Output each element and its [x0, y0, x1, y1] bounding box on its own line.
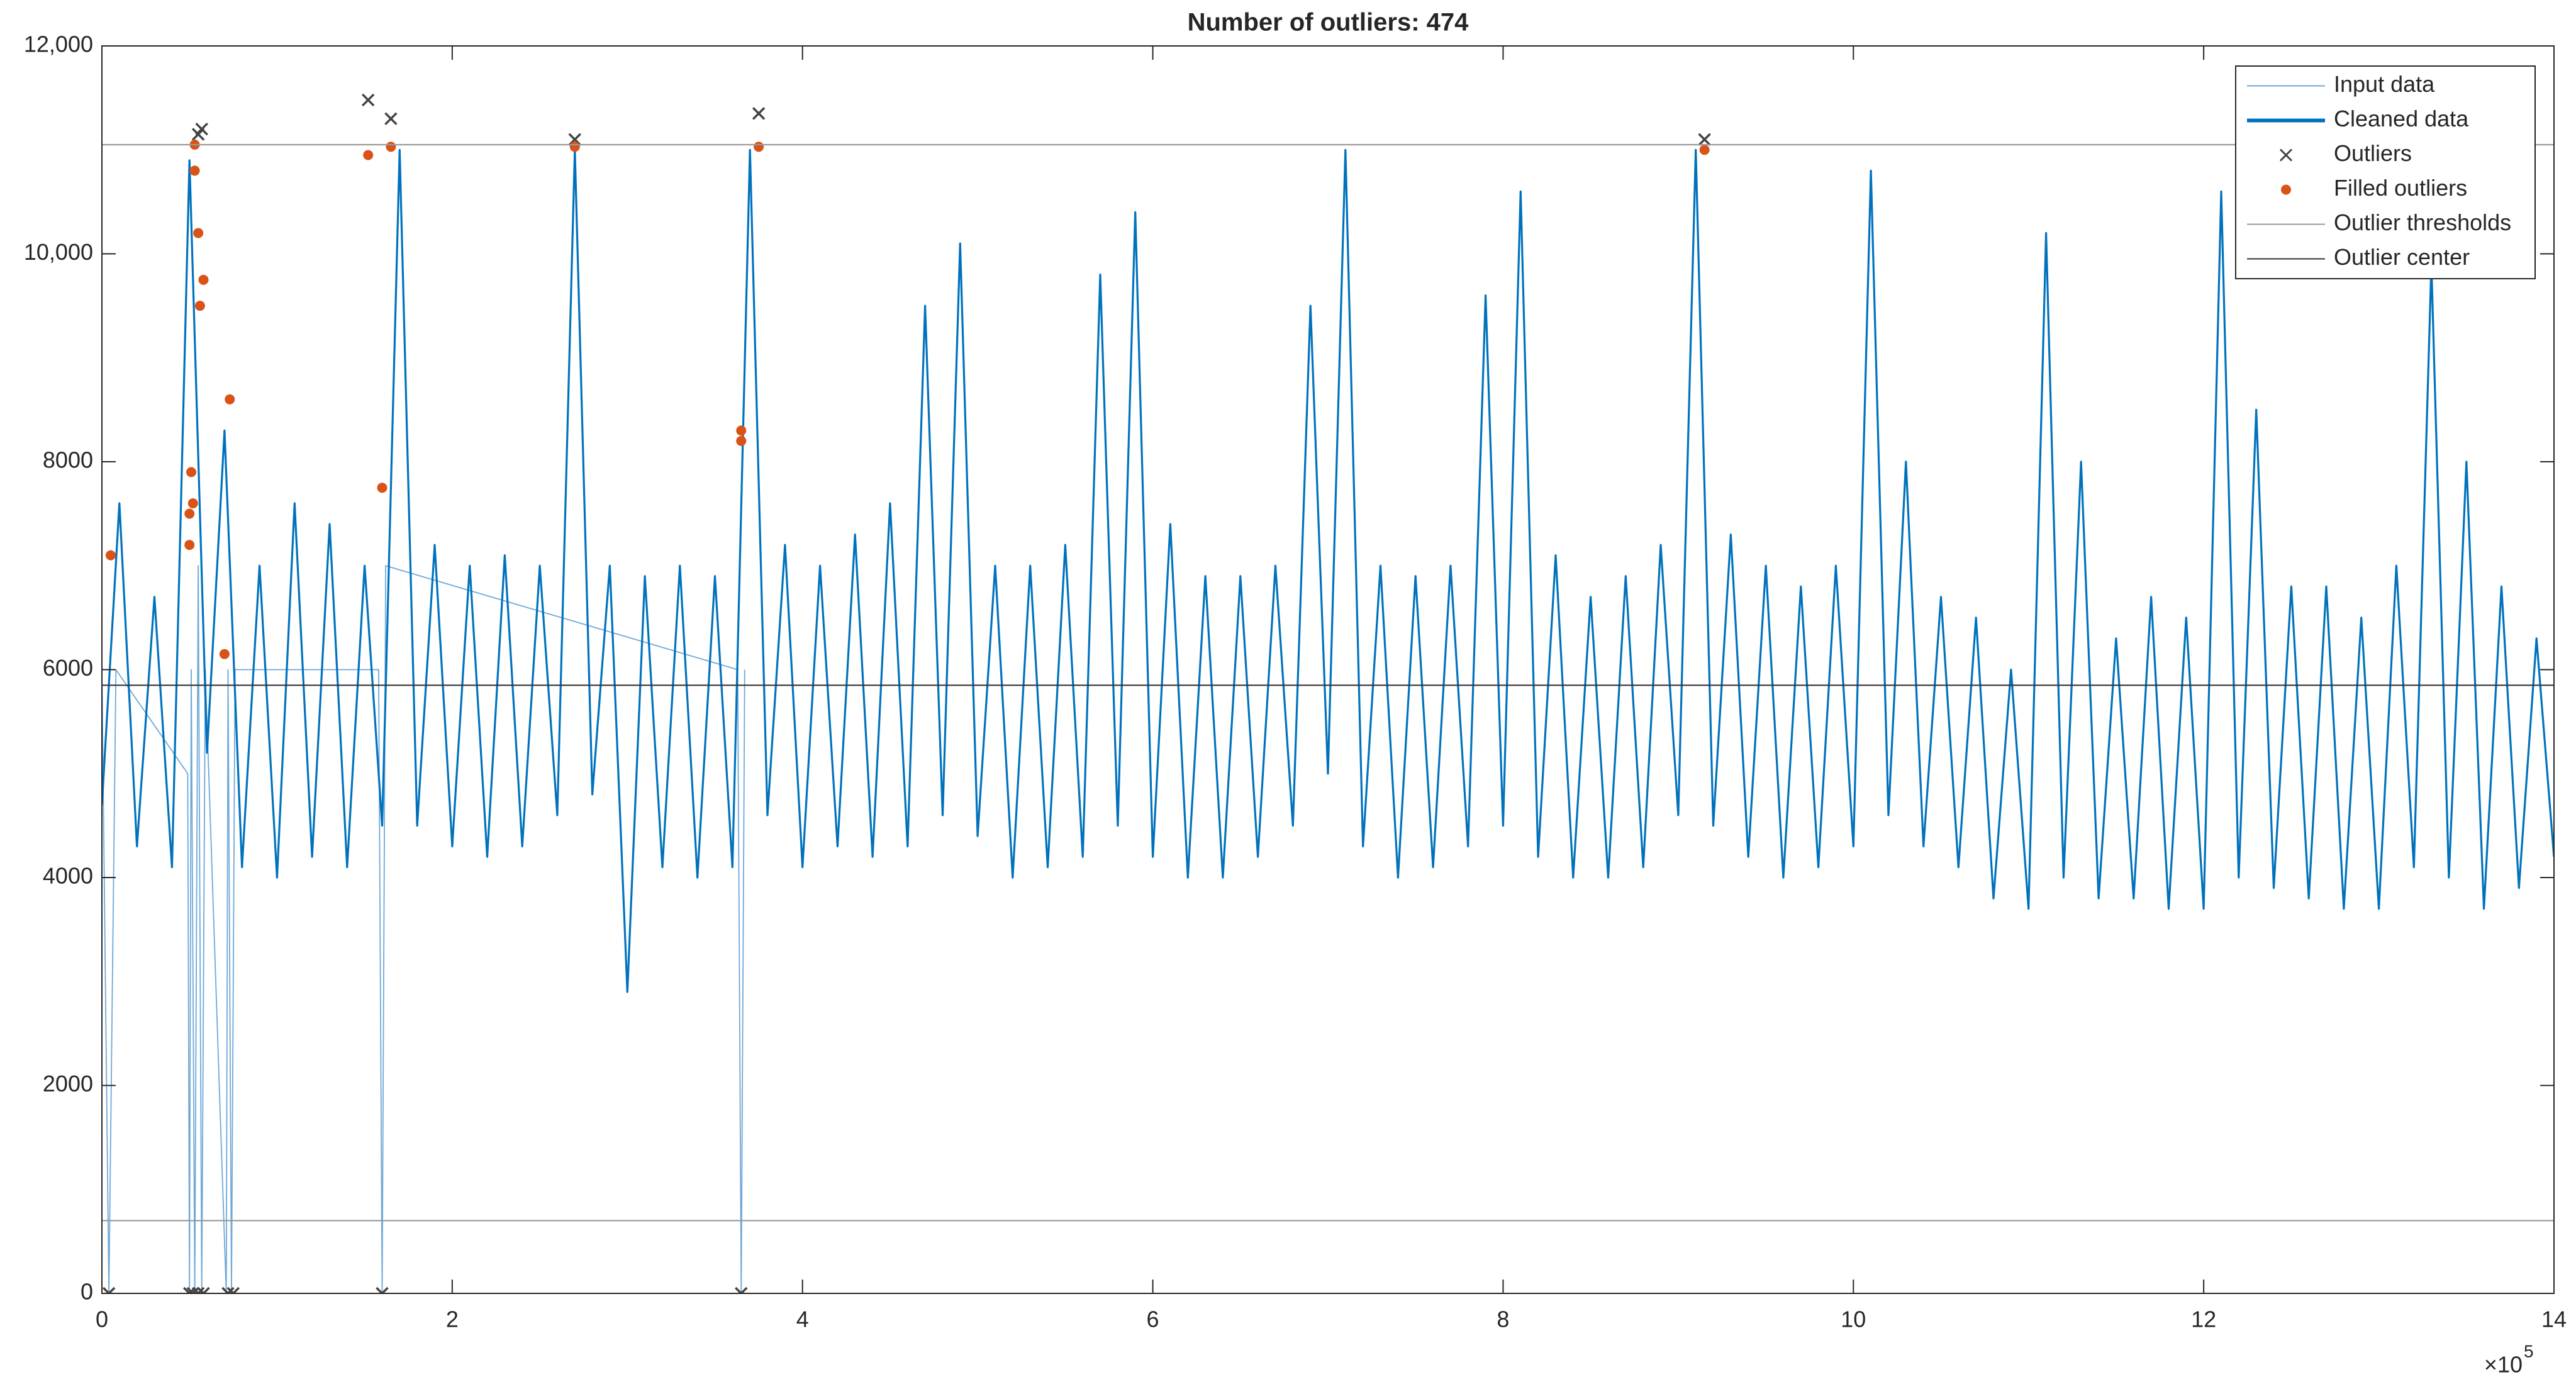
outlier-marker: [191, 1286, 205, 1293]
x-multiplier: ×10: [2484, 1352, 2523, 1378]
y-tick-label: 4000: [43, 863, 93, 889]
filled-outlier: [754, 142, 764, 152]
outlier-marker: [197, 1286, 210, 1293]
outlier-marker: [186, 1286, 200, 1293]
y-tick-label: 10,000: [24, 239, 93, 265]
filled-outlier: [219, 649, 230, 659]
outlier-marker: [568, 133, 581, 146]
series-layer: [102, 93, 2554, 1293]
outlier-marker: [735, 1286, 748, 1293]
outlier-marker: [361, 93, 375, 107]
filled-outlier: [377, 483, 388, 493]
x-tick-label: 0: [96, 1307, 108, 1332]
outlier-marker: [102, 1286, 116, 1293]
filled-outlier: [194, 301, 205, 311]
outlier-marker: [384, 112, 398, 125]
filled-outlier: [225, 394, 235, 404]
x-tick-label: 8: [1497, 1307, 1509, 1332]
legend-box: [2235, 65, 2536, 279]
x-tick-label: 2: [446, 1307, 459, 1332]
filled-outlier: [189, 165, 200, 176]
y-tick-label: 2000: [43, 1071, 93, 1096]
outlier-marker: [376, 1286, 389, 1293]
data-line: [102, 148, 2554, 993]
filled-outlier: [736, 425, 747, 436]
x-multiplier-exponent: 5: [2524, 1341, 2534, 1361]
legend: Input data Cleaned data Outliers Filled out…: [2235, 65, 2536, 279]
filled-outlier: [184, 508, 195, 519]
filled-outlier: [569, 142, 580, 152]
filled-outlier: [198, 274, 209, 285]
filled-outlier: [187, 498, 198, 509]
x-tick-label: 6: [1147, 1307, 1159, 1332]
outlier-marker: [221, 1286, 235, 1293]
legend-label: Filled outliers: [2334, 175, 2467, 201]
x-tick-label: 4: [796, 1307, 809, 1332]
outlier-marker: [752, 107, 766, 120]
x-tick-label: 12: [2191, 1307, 2216, 1332]
legend-label: Outlier center: [2334, 244, 2470, 270]
filled-outlier: [105, 550, 116, 561]
y-tick-label: 6000: [43, 655, 93, 681]
filled-outlier: [386, 142, 396, 152]
legend-label: Outlier thresholds: [2334, 209, 2511, 235]
legend-label: Outliers: [2334, 140, 2412, 166]
y-tick-label: 0: [81, 1279, 93, 1305]
x-tick-label: 10: [1841, 1307, 1866, 1332]
filled-outlier: [363, 150, 374, 160]
legend-swatch: [2279, 148, 2293, 162]
filled-outlier: [193, 228, 204, 238]
legend-label: Cleaned data: [2334, 106, 2469, 131]
filled-outlier: [186, 467, 196, 477]
filled-outlier: [736, 435, 747, 446]
y-tick-label: 12,000: [24, 31, 93, 57]
chart-title: Number of outliers: 474: [1188, 9, 1469, 36]
plot-area: [102, 46, 2554, 1293]
filled-outlier: [1699, 145, 1710, 155]
legend-swatch: [2281, 184, 2291, 195]
outlier-marker: [226, 1286, 240, 1293]
filled-outlier: [184, 540, 195, 550]
outlier-marker: [195, 122, 208, 136]
outlier-marker: [1698, 133, 1711, 146]
y-tick-label: 8000: [43, 447, 93, 473]
x-tick-label: 14: [2541, 1307, 2567, 1332]
legend-label: Input data: [2334, 71, 2435, 97]
